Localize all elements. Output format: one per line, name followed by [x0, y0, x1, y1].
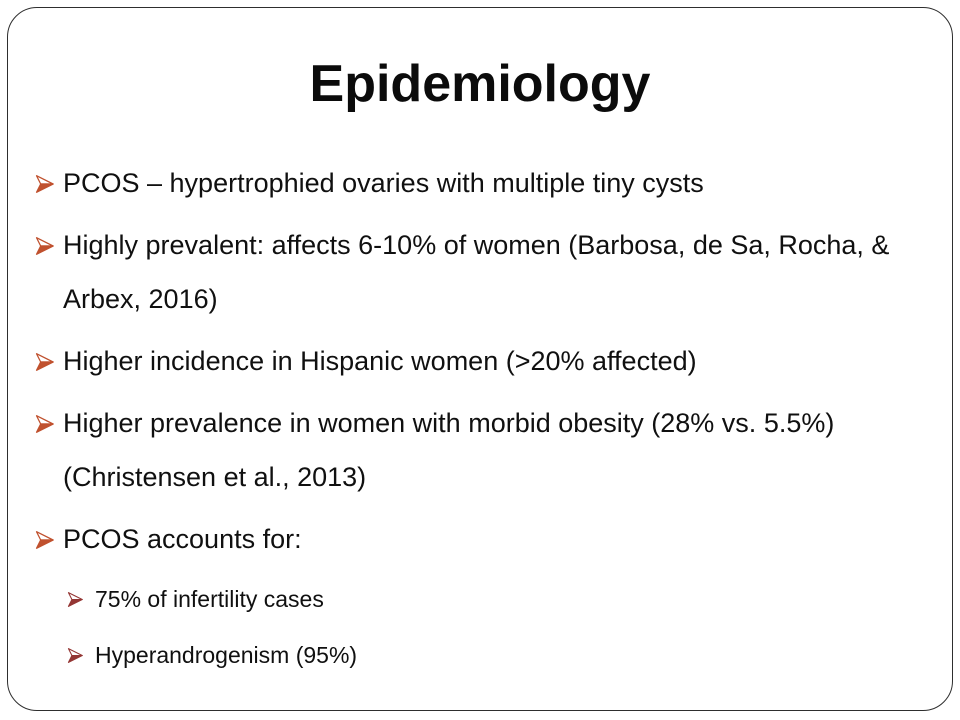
bullet-text: Higher incidence in Hispanic women (>20%…	[63, 346, 697, 376]
bullet-item: PCOS – hypertrophied ovaries with multip…	[0, 156, 960, 210]
arrowhead-bullet-icon	[67, 648, 84, 663]
bullet-item: Higher incidence in Hispanic women (>20%…	[0, 334, 960, 388]
sub-bullet-item: Hyperandrogenism (95%)	[0, 630, 960, 680]
bullet-text: PCOS accounts for:	[63, 524, 302, 554]
bullet-text: Highly prevalent: affects 6-10% of women…	[63, 230, 890, 314]
arrowhead-bullet-icon	[35, 415, 55, 433]
arrowhead-bullet-icon	[67, 592, 84, 607]
slide-title: Epidemiology	[309, 55, 651, 113]
arrowhead-bullet-icon	[35, 353, 55, 371]
sub-bullet-item: 75% of infertility cases	[0, 574, 960, 624]
arrowhead-bullet-icon	[35, 175, 55, 193]
bullet-item: Higher prevalence in women with morbid o…	[0, 396, 960, 504]
sub-bullet-text: Hyperandrogenism (95%)	[95, 642, 358, 668]
arrowhead-bullet-icon	[35, 531, 55, 549]
bullet-list: PCOS – hypertrophied ovaries with multip…	[0, 156, 960, 680]
bullet-text: Higher prevalence in women with morbid o…	[63, 408, 835, 492]
arrowhead-bullet-icon	[35, 237, 55, 255]
bullet-item: PCOS accounts for:	[0, 512, 960, 566]
bullet-text: PCOS – hypertrophied ovaries with multip…	[63, 168, 704, 198]
bullet-item: Highly prevalent: affects 6-10% of women…	[0, 218, 960, 326]
sub-bullet-text: 75% of infertility cases	[95, 586, 324, 612]
